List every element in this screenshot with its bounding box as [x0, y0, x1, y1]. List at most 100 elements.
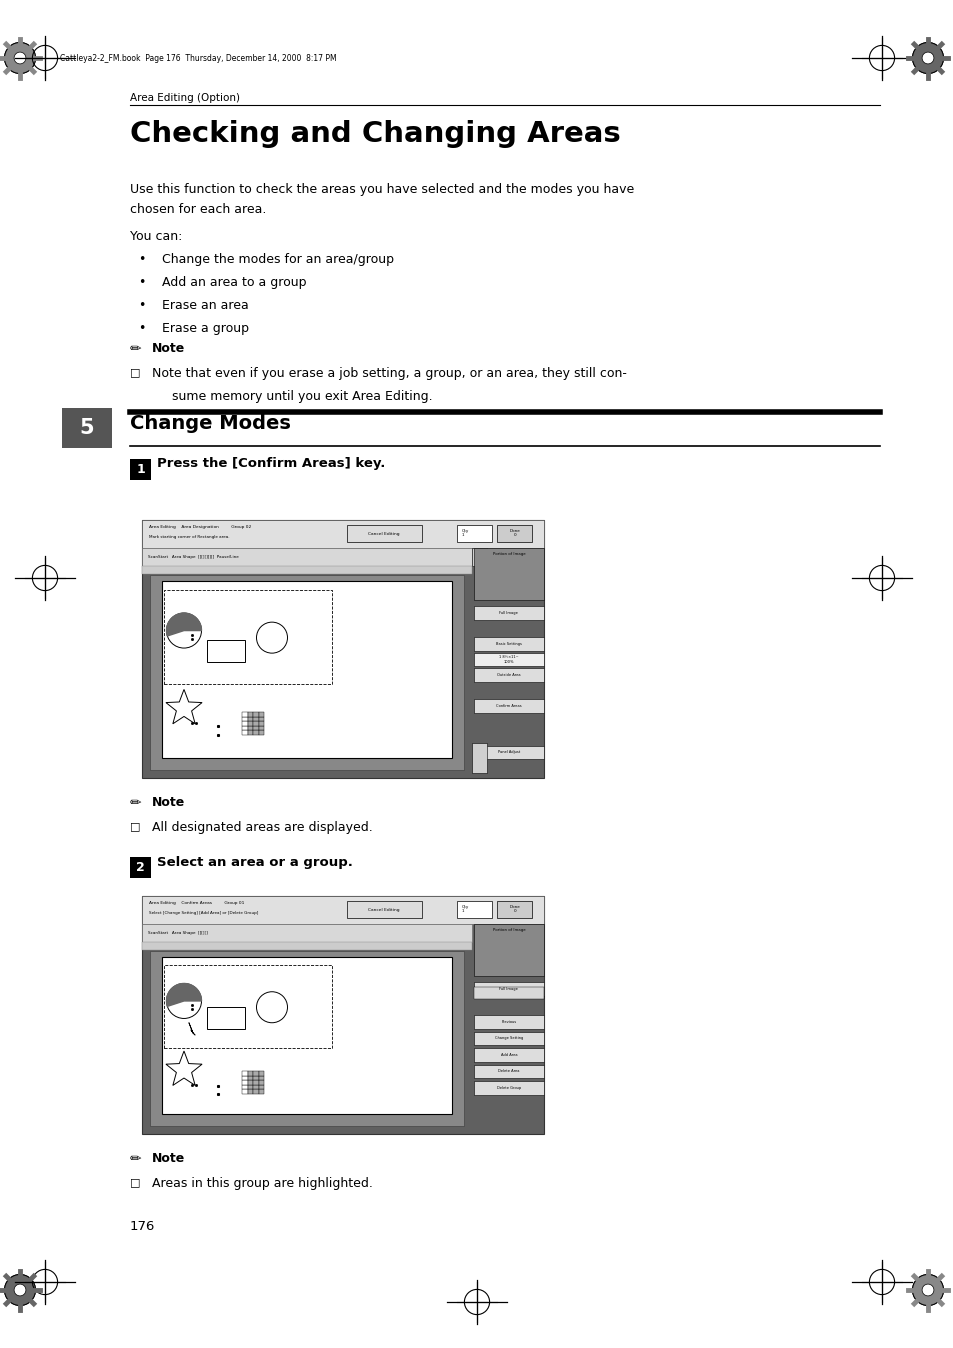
Bar [473, 1065, 543, 1078]
Text: Qty
1: Qty 1 [461, 528, 469, 538]
Text: 176: 176 [130, 1220, 155, 1233]
Text: Areas in this group are highlighted.: Areas in this group are highlighted. [152, 1177, 373, 1190]
Text: Select an area or a group.: Select an area or a group. [157, 856, 353, 868]
Bar [471, 549, 486, 566]
Text: All designated areas are displayed.: All designated areas are displayed. [152, 821, 373, 834]
Text: 1: 1 [136, 462, 145, 476]
Bar [142, 566, 471, 574]
Text: ✏: ✏ [130, 342, 141, 356]
Text: Area Editing (Option): Area Editing (Option) [130, 93, 240, 102]
Text: 5: 5 [80, 418, 94, 438]
Text: Change the modes for an area/group: Change the modes for an area/group [162, 253, 394, 266]
Bar [253, 1085, 258, 1089]
Text: Note: Note [152, 342, 185, 355]
Text: •: • [138, 276, 145, 288]
Bar [162, 957, 451, 1113]
Bar [142, 520, 543, 549]
Bar [253, 731, 258, 735]
Text: □: □ [130, 821, 140, 830]
Bar [258, 1080, 264, 1085]
Text: You can:: You can: [130, 231, 182, 243]
Text: Cancel Editing: Cancel Editing [368, 531, 399, 535]
Polygon shape [166, 1051, 202, 1085]
Text: Area Editing    Area Designation         Group 02: Area Editing Area Designation Group 02 [149, 524, 251, 528]
Bar [247, 721, 253, 727]
Polygon shape [166, 689, 202, 724]
Bar [242, 717, 247, 721]
Bar [242, 1076, 247, 1080]
Polygon shape [167, 613, 201, 636]
Text: ✏: ✏ [130, 797, 141, 810]
Bar [142, 520, 543, 778]
Bar [207, 1007, 245, 1030]
Text: Basic Settings: Basic Settings [496, 642, 521, 646]
Circle shape [5, 1274, 35, 1305]
Text: Change Setting: Change Setting [495, 1037, 522, 1041]
Text: Cattleya2-2_FM.book  Page 176  Thursday, December 14, 2000  8:17 PM: Cattleya2-2_FM.book Page 176 Thursday, D… [60, 54, 336, 62]
Bar [247, 1080, 253, 1085]
Bar [150, 950, 463, 1126]
Text: 2: 2 [136, 861, 145, 874]
Text: Area Editing    Confirm Areas         Group 01: Area Editing Confirm Areas Group 01 [149, 900, 244, 905]
Bar [130, 460, 151, 480]
Text: Portion of Image: Portion of Image [492, 927, 524, 931]
Bar [130, 857, 151, 878]
Bar [253, 1072, 258, 1076]
Circle shape [911, 43, 943, 74]
Text: •: • [138, 299, 145, 311]
Circle shape [922, 1285, 933, 1295]
Text: Erase an area: Erase an area [162, 299, 249, 311]
Text: 1 8½×11~
100%: 1 8½×11~ 100% [498, 655, 518, 663]
Circle shape [14, 1285, 26, 1295]
Circle shape [911, 43, 943, 74]
Bar [242, 1072, 247, 1076]
Bar [258, 731, 264, 735]
Text: Add Area: Add Area [500, 1053, 517, 1057]
Bar [258, 721, 264, 727]
Bar [253, 717, 258, 721]
Text: Full Image: Full Image [498, 611, 517, 615]
Bar [258, 1085, 264, 1089]
Bar [242, 731, 247, 735]
Text: ✏: ✏ [130, 1153, 141, 1166]
Bar [247, 717, 253, 721]
Bar [247, 1076, 253, 1080]
Bar [62, 408, 112, 448]
Circle shape [256, 992, 287, 1023]
Text: Select [Change Setting] [Add Area] or [Delete Group]: Select [Change Setting] [Add Area] or [D… [149, 911, 258, 915]
Bar [253, 1080, 258, 1085]
Bar [150, 576, 463, 770]
Text: Delete Group: Delete Group [497, 1085, 520, 1089]
Bar [258, 727, 264, 731]
Bar [242, 1085, 247, 1089]
Bar [258, 1076, 264, 1080]
Circle shape [911, 1274, 943, 1305]
Bar [258, 1089, 264, 1093]
Bar [247, 1089, 253, 1093]
Circle shape [167, 984, 201, 1019]
Bar [247, 1085, 253, 1089]
Circle shape [5, 43, 35, 74]
Text: Note that even if you erase a job setting, a group, or an area, they still con-: Note that even if you erase a job settin… [152, 367, 626, 380]
Bar [142, 896, 543, 923]
Bar [242, 727, 247, 731]
Bar [347, 524, 421, 542]
Bar [142, 942, 471, 950]
Circle shape [922, 1285, 933, 1295]
Bar [456, 524, 492, 542]
Text: chosen for each area.: chosen for each area. [130, 204, 266, 216]
Text: Note: Note [152, 797, 185, 809]
Text: sume memory until you exit Area Editing.: sume memory until you exit Area Editing. [172, 390, 432, 403]
Bar [242, 1080, 247, 1085]
Bar [473, 1015, 543, 1029]
Circle shape [5, 43, 35, 74]
Text: Done
0: Done 0 [509, 905, 519, 914]
Bar [164, 590, 332, 683]
Text: Mark starting corner of Rectangle area.: Mark starting corner of Rectangle area. [149, 535, 230, 539]
Bar [347, 900, 421, 918]
Bar [242, 1089, 247, 1093]
Text: Use this function to check the areas you have selected and the modes you have: Use this function to check the areas you… [130, 183, 634, 195]
Text: Done
0: Done 0 [509, 528, 519, 538]
Text: Qty
1: Qty 1 [461, 905, 469, 914]
Bar [473, 1081, 543, 1095]
